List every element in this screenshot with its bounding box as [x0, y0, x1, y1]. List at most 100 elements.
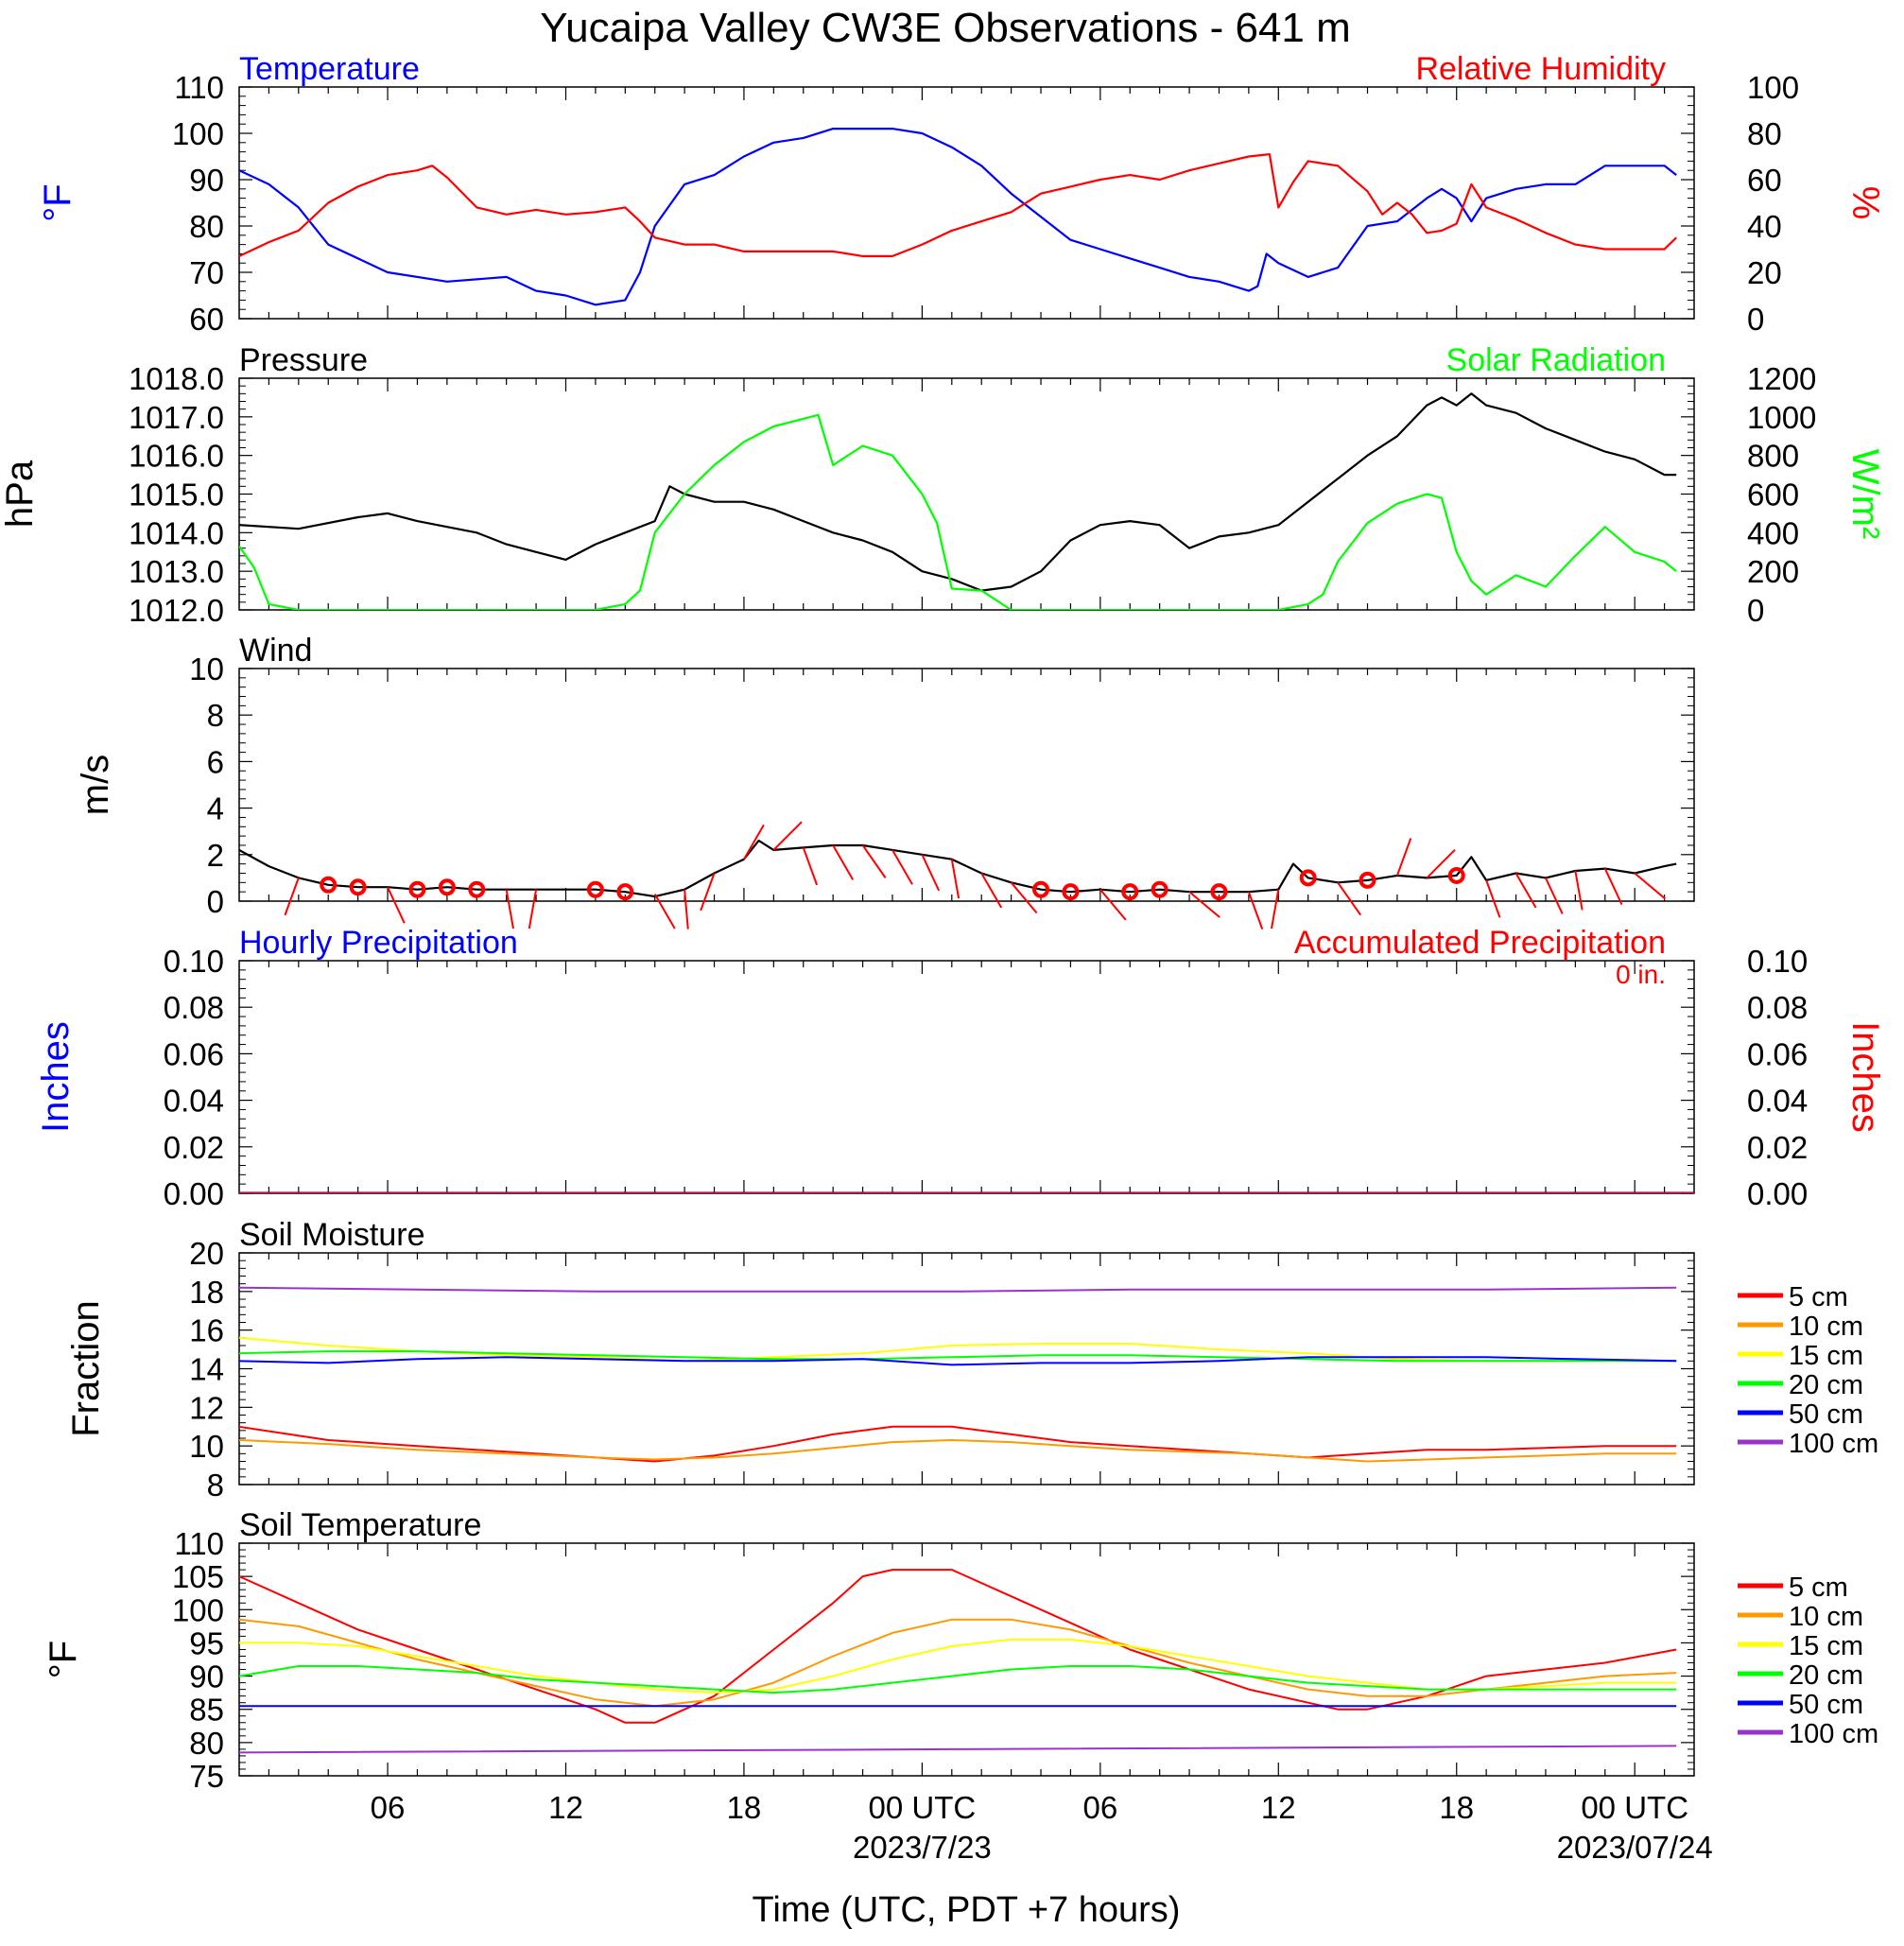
panel-title-left: Soil Moisture: [239, 1217, 425, 1253]
y-tick-label-left: 8: [207, 698, 224, 733]
wind-barb: [1395, 838, 1412, 877]
series-line-soil-moisture-15cm: [239, 1336, 1677, 1363]
panel-frame: [238, 377, 1695, 611]
wind-barb: [1545, 877, 1564, 914]
y-tick-label-left: 60: [189, 302, 224, 337]
x-tick-label: 00 UTC: [1581, 1790, 1688, 1825]
y-tick-label-left: 110: [174, 70, 224, 105]
y-tick-label-right: 0.04: [1747, 1084, 1808, 1119]
y-tick-label-right: 0: [1747, 302, 1764, 337]
y-tick-label-right: 600: [1747, 478, 1799, 513]
x-tick-label: 12: [548, 1790, 583, 1825]
y-tick-label-left: 1013.0: [129, 554, 224, 589]
y-tick-label-left: 105: [172, 1559, 224, 1594]
panel-frame: [238, 1542, 1695, 1777]
panel-frame: [238, 960, 1695, 1194]
y-tick-label-left: 20: [189, 1236, 224, 1271]
wind-barb: [505, 889, 514, 930]
wind-barb: [891, 849, 913, 885]
legend-label: 15 cm: [1789, 1631, 1863, 1661]
y-tick-label-left: 16: [189, 1313, 224, 1348]
calm-wind-marker: [1032, 880, 1050, 898]
y-tick-label-left: 90: [189, 1659, 224, 1694]
series-line-soil-temp-5cm: [239, 1569, 1677, 1724]
y-tick-label-right: 0: [1747, 593, 1764, 628]
series-line-soil-moisture-20cm: [239, 1350, 1677, 1363]
y-axis-label-right: Inches: [1844, 1021, 1886, 1133]
wind-barb: [1485, 879, 1501, 918]
y-tick-label-left: 10: [189, 1429, 224, 1464]
x-axis-label: Time (UTC, PDT +7 hours): [753, 1890, 1181, 1930]
panel-title-left: Temperature: [239, 51, 420, 87]
y-tick-label-right: 40: [1747, 209, 1782, 244]
wind-barb: [1337, 881, 1362, 916]
calm-wind-marker: [320, 876, 338, 894]
y-tick-label-left: 110: [174, 1526, 224, 1561]
series-line-soil-temp-20cm: [239, 1665, 1677, 1694]
y-tick-label-left: 1012.0: [129, 593, 224, 628]
panel-title-left: Pressure: [239, 342, 368, 378]
series-line-temp-rh-right1: [239, 153, 1677, 257]
x-tick-label: 06: [1082, 1790, 1117, 1825]
panel-title-right: Relative Humidity: [1415, 51, 1666, 87]
series-line-soil-temp-100cm: [239, 1745, 1677, 1754]
y-tick-label-right: 0.08: [1747, 990, 1808, 1025]
y-tick-label-left: 0.02: [164, 1130, 224, 1165]
calm-wind-marker: [468, 880, 486, 898]
series-line-soil-moisture-10cm: [239, 1439, 1677, 1463]
y-tick-label-left: 0.00: [164, 1176, 224, 1211]
series-group: [239, 128, 1677, 306]
y-tick-label-right: 0.02: [1747, 1130, 1808, 1165]
y-tick-label-left: 0.10: [164, 944, 224, 979]
x-date-label: 2023/07/24: [1557, 1830, 1713, 1865]
precip-total-annotation: 0 in.: [1616, 960, 1666, 989]
y-tick-label-left: 4: [207, 791, 224, 826]
wind-barb: [1247, 891, 1264, 930]
wind-barb: [743, 824, 765, 860]
legend-label: 50 cm: [1789, 1399, 1863, 1430]
wind-barb: [1010, 881, 1038, 914]
y-tick-label-right: 800: [1747, 439, 1799, 474]
chart-title: Yucaipa Valley CW3E Observations - 641 m: [540, 5, 1351, 51]
legend-label: 20 cm: [1789, 1660, 1863, 1691]
wind-barb: [1271, 889, 1280, 930]
series-group: [239, 1569, 1677, 1754]
y-tick-label-left: 1014.0: [129, 515, 224, 550]
series-line-soil-moisture-5cm: [239, 1425, 1677, 1463]
y-tick-label-left: 75: [189, 1759, 224, 1794]
wind-barb: [528, 889, 538, 930]
series-line-soil-moisture-100cm: [239, 1286, 1677, 1293]
y-axis-label-right: W/m²: [1844, 449, 1886, 540]
y-tick-label-right: 200: [1747, 554, 1799, 589]
wind-barb: [700, 873, 716, 912]
calm-wind-marker: [616, 883, 634, 901]
y-axis-label-left: Fraction: [65, 1300, 107, 1437]
legend-label: 5 cm: [1789, 1282, 1848, 1312]
y-axis-label-left: Inches: [35, 1021, 77, 1133]
panel-precip: 0.00 0.02 0.04 0.06 0.08 0.10 0.00 0.02 0.04 0.06…: [35, 925, 1886, 1211]
panel-title-right: Solar Radiation: [1446, 342, 1666, 378]
calm-wind-marker: [1151, 880, 1168, 898]
y-axis-label-right: %: [1844, 186, 1886, 220]
wind-barb: [832, 844, 855, 880]
panel-title-left: Wind: [239, 633, 312, 669]
legend-label: 100 cm: [1789, 1429, 1878, 1459]
y-tick-label-right: 400: [1747, 515, 1799, 550]
y-tick-label-left: 0.06: [164, 1036, 224, 1071]
y-axis-label-left: °F: [43, 1641, 84, 1678]
y-tick-label-left: 0: [207, 884, 224, 919]
y-tick-label-right: 20: [1747, 255, 1782, 290]
wind-barb: [861, 844, 887, 878]
y-tick-label-left: 80: [189, 1726, 224, 1761]
series-line-pressure-solar-right1: [239, 413, 1677, 610]
wind-barb: [950, 859, 961, 899]
y-tick-label-left: 12: [189, 1390, 224, 1425]
x-date-label: 2023/7/23: [853, 1830, 992, 1865]
wind-barb: [284, 877, 300, 916]
series-line-soil-moisture-50cm: [239, 1356, 1677, 1366]
x-tick-label: 18: [1439, 1790, 1474, 1825]
y-tick-label-left: 1017.0: [129, 400, 224, 435]
calm-wind-marker: [1447, 866, 1465, 884]
